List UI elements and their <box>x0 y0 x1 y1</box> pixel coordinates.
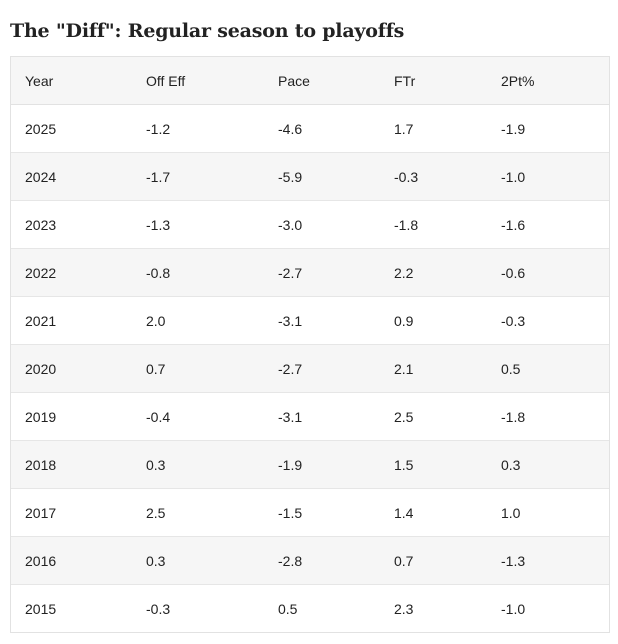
cell-off-eff: -0.3 <box>132 584 264 632</box>
cell-ftr: -1.8 <box>380 200 487 249</box>
column-header-ftr: FTr <box>380 57 487 105</box>
cell-ftr: -0.3 <box>380 152 487 201</box>
cell-pace: -3.1 <box>264 392 380 441</box>
cell-pace: -1.5 <box>264 488 380 537</box>
cell-pace: -3.0 <box>264 200 380 249</box>
page-title: The "Diff": Regular season to playoffs <box>10 20 405 42</box>
cell-year: 2021 <box>11 296 132 345</box>
table-row: 2020 0.7 -2.7 2.1 0.5 <box>11 344 609 393</box>
table-row: 2021 2.0 -3.1 0.9 -0.3 <box>11 296 609 345</box>
column-header-pace: Pace <box>264 57 380 105</box>
cell-ftr: 0.9 <box>380 296 487 345</box>
stats-table-container: Year Off Eff Pace FTr 2Pt% 2025 -1.2 -4.… <box>10 56 610 633</box>
cell-off-eff: -1.3 <box>132 200 264 249</box>
cell-ftr: 1.5 <box>380 440 487 489</box>
cell-off-eff: 0.3 <box>132 440 264 489</box>
cell-off-eff: 2.5 <box>132 488 264 537</box>
column-header-2pt-pct: 2Pt% <box>487 57 609 105</box>
cell-ftr: 1.7 <box>380 104 487 153</box>
table-row: 2018 0.3 -1.9 1.5 0.3 <box>11 440 609 489</box>
cell-year: 2025 <box>11 104 132 153</box>
cell-year: 2015 <box>11 584 132 632</box>
cell-2pt-pct: -0.3 <box>487 296 609 345</box>
table-row: 2017 2.5 -1.5 1.4 1.0 <box>11 488 609 537</box>
cell-ftr: 0.7 <box>380 536 487 585</box>
cell-2pt-pct: 1.0 <box>487 488 609 537</box>
cell-ftr: 2.5 <box>380 392 487 441</box>
column-header-off-eff: Off Eff <box>132 57 264 105</box>
cell-off-eff: -0.8 <box>132 248 264 297</box>
cell-2pt-pct: -0.6 <box>487 248 609 297</box>
table-row: 2015 -0.3 0.5 2.3 -1.0 <box>11 584 609 632</box>
cell-off-eff: -1.7 <box>132 152 264 201</box>
cell-2pt-pct: 0.5 <box>487 344 609 393</box>
cell-ftr: 2.1 <box>380 344 487 393</box>
cell-2pt-pct: -1.3 <box>487 536 609 585</box>
cell-off-eff: -0.4 <box>132 392 264 441</box>
cell-ftr: 2.3 <box>380 584 487 632</box>
cell-year: 2022 <box>11 248 132 297</box>
cell-year: 2023 <box>11 200 132 249</box>
cell-off-eff: 0.3 <box>132 536 264 585</box>
cell-pace: -1.9 <box>264 440 380 489</box>
cell-pace: -3.1 <box>264 296 380 345</box>
cell-2pt-pct: -1.9 <box>487 104 609 153</box>
table-row: 2023 -1.3 -3.0 -1.8 -1.6 <box>11 200 609 249</box>
table-row: 2025 -1.2 -4.6 1.7 -1.9 <box>11 104 609 153</box>
header-row: Year Off Eff Pace FTr 2Pt% <box>11 57 609 105</box>
cell-ftr: 1.4 <box>380 488 487 537</box>
cell-pace: 0.5 <box>264 584 380 632</box>
cell-2pt-pct: -1.0 <box>487 584 609 632</box>
cell-year: 2020 <box>11 344 132 393</box>
table-body: 2025 -1.2 -4.6 1.7 -1.9 2024 -1.7 -5.9 -… <box>11 104 609 632</box>
cell-pace: -2.7 <box>264 248 380 297</box>
cell-pace: -5.9 <box>264 152 380 201</box>
cell-ftr: 2.2 <box>380 248 487 297</box>
cell-year: 2019 <box>11 392 132 441</box>
cell-2pt-pct: -1.8 <box>487 392 609 441</box>
cell-off-eff: -1.2 <box>132 104 264 153</box>
cell-off-eff: 0.7 <box>132 344 264 393</box>
cell-year: 2024 <box>11 152 132 201</box>
table-row: 2022 -0.8 -2.7 2.2 -0.6 <box>11 248 609 297</box>
cell-pace: -4.6 <box>264 104 380 153</box>
stats-table: Year Off Eff Pace FTr 2Pt% 2025 -1.2 -4.… <box>11 57 609 632</box>
cell-pace: -2.7 <box>264 344 380 393</box>
cell-off-eff: 2.0 <box>132 296 264 345</box>
cell-2pt-pct: -1.0 <box>487 152 609 201</box>
table-row: 2019 -0.4 -3.1 2.5 -1.8 <box>11 392 609 441</box>
table-header: Year Off Eff Pace FTr 2Pt% <box>11 57 609 105</box>
cell-year: 2016 <box>11 536 132 585</box>
cell-2pt-pct: 0.3 <box>487 440 609 489</box>
cell-pace: -2.8 <box>264 536 380 585</box>
table-row: 2024 -1.7 -5.9 -0.3 -1.0 <box>11 152 609 201</box>
cell-2pt-pct: -1.6 <box>487 200 609 249</box>
cell-year: 2017 <box>11 488 132 537</box>
cell-year: 2018 <box>11 440 132 489</box>
table-row: 2016 0.3 -2.8 0.7 -1.3 <box>11 536 609 585</box>
column-header-year: Year <box>11 57 132 105</box>
